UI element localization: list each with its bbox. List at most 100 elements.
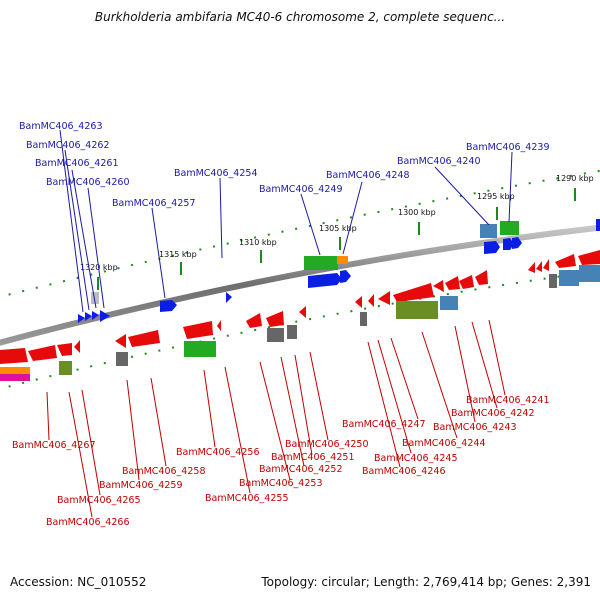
gene-label: BamMC406_4243 — [433, 422, 516, 433]
gene-label: BamMC406_4247 — [342, 419, 425, 430]
gene-label: BamMC406_4242 — [451, 408, 534, 419]
gene-label: BamMC406_4252 — [259, 464, 342, 475]
leader-line — [508, 151, 513, 223]
gene-block-steel — [559, 270, 579, 286]
genome-backbone — [0, 224, 600, 346]
gene-arrow-forward — [340, 270, 351, 283]
gene-label: BamMC406_4250 — [285, 439, 368, 450]
gene-label: BamMC406_4262 — [26, 140, 109, 151]
gene-label: BamMC406_4240 — [397, 156, 480, 167]
gene-arrow-forward — [160, 300, 177, 312]
gene-block-steel — [579, 265, 600, 282]
top-leader-lines — [59, 129, 513, 313]
tick-label: 1290 kbp — [556, 174, 594, 183]
gene-arrow-reverse — [246, 313, 262, 328]
genome-summary-text: Topology: circular; Length: 2,769,414 bp… — [261, 575, 591, 589]
tick-label: 1310 kbp — [239, 238, 277, 247]
gene-label: BamMC406_4245 — [374, 453, 457, 464]
gene-arrow-reverse — [393, 283, 434, 302]
gene-label: BamMC406_4239 — [466, 142, 549, 153]
gene-label: BamMC406_4256 — [176, 447, 259, 458]
leader-line — [259, 361, 291, 481]
leader-line — [421, 331, 458, 439]
gene-arrow-forward — [484, 241, 500, 254]
gene-arrow-reverse — [299, 306, 306, 318]
leader-line — [71, 169, 97, 309]
leader-line — [367, 341, 401, 468]
leader-line — [219, 177, 223, 259]
leader-line — [294, 354, 313, 456]
gene-arrow-forward — [226, 292, 232, 303]
gene-arrow-reverse — [28, 345, 57, 361]
map-title: Burkholderia ambifaria MC40-6 chromosome… — [94, 10, 506, 24]
gene-arrow-forward — [503, 238, 514, 250]
gene-arrow-reverse — [378, 291, 390, 305]
leader-line — [203, 369, 216, 448]
gene-arrow-forward — [512, 237, 522, 249]
gene-block-blue — [596, 219, 600, 231]
leader-line — [64, 149, 90, 311]
gene-block-green — [500, 221, 519, 235]
gene-arrow-reverse — [543, 259, 549, 271]
gene-arrow-reverse — [578, 250, 600, 265]
leader-line — [68, 391, 93, 518]
gene-arrow-reverse — [355, 296, 362, 308]
gene-label: BamMC406_4249 — [259, 184, 342, 195]
gene-arrow-reverse — [433, 280, 444, 292]
gene-label: BamMC406_4258 — [122, 466, 205, 477]
gene-block-green — [304, 256, 338, 270]
gene-label: BamMC406_4248 — [326, 170, 409, 181]
gene-label: BamMC406_4246 — [362, 466, 445, 477]
tick-label: 1295 kbp — [477, 192, 515, 201]
leader-line — [150, 377, 167, 467]
gene-block-pink — [0, 374, 30, 381]
tick-label: 1315 kbp — [159, 250, 197, 259]
leader-line — [59, 129, 84, 313]
gene-arrow-reverse — [555, 254, 576, 268]
gene-block-gray — [91, 292, 99, 304]
reverse-strand-features[interactable] — [0, 250, 600, 381]
tick-label: 1300 kbp — [398, 208, 436, 217]
gene-label: BamMC406_4255 — [205, 493, 288, 504]
gene-arrow-reverse — [217, 320, 221, 331]
gene-arrow-reverse — [266, 311, 284, 327]
gene-label: BamMC406_4261 — [35, 158, 118, 169]
tick-label: 1305 kbp — [319, 224, 357, 233]
leader-line — [454, 325, 476, 423]
gene-label: BamMC406_4259 — [99, 480, 182, 491]
gene-label: BamMC406_4253 — [239, 478, 322, 489]
gene-label: BamMC406_4254 — [174, 168, 257, 179]
leader-line — [126, 379, 140, 481]
leader-line — [471, 321, 498, 409]
gene-arrow-reverse — [528, 262, 535, 273]
gene-block-gray — [549, 274, 557, 288]
gene-label: BamMC406_4241 — [466, 395, 549, 406]
gene-block-gray — [116, 352, 128, 366]
leader-line — [390, 337, 419, 420]
gene-arrow-reverse — [459, 275, 474, 289]
leader-line — [434, 166, 490, 226]
gene-arrow-reverse — [183, 321, 213, 339]
leader-line — [87, 187, 105, 309]
bottom-gene-labels: BamMC406_4267 BamMC406_4266 BamMC406_426… — [12, 395, 549, 528]
forward-strand-features[interactable] — [78, 219, 600, 323]
gene-label: BamMC406_4251 — [271, 452, 354, 463]
leader-line — [81, 389, 101, 496]
gene-label: BamMC406_4244 — [402, 438, 485, 449]
leader-line — [377, 339, 412, 454]
gene-block-green — [184, 341, 216, 357]
gene-arrow-forward — [85, 312, 92, 321]
gene-arrow-reverse — [128, 330, 160, 347]
gene-block-gray — [267, 328, 284, 342]
leader-line — [488, 319, 506, 396]
gene-label: BamMC406_4260 — [46, 177, 129, 188]
gene-block-gray — [360, 312, 367, 326]
leader-line — [280, 356, 305, 467]
gene-arrow-reverse — [74, 340, 80, 353]
gene-block-steel — [480, 224, 497, 238]
gene-arrow-reverse — [0, 348, 28, 364]
gene-block-orange — [337, 256, 348, 264]
scale-ticks — [97, 188, 576, 290]
gene-arrow-forward — [308, 273, 342, 288]
bottom-leader-lines — [46, 319, 506, 518]
